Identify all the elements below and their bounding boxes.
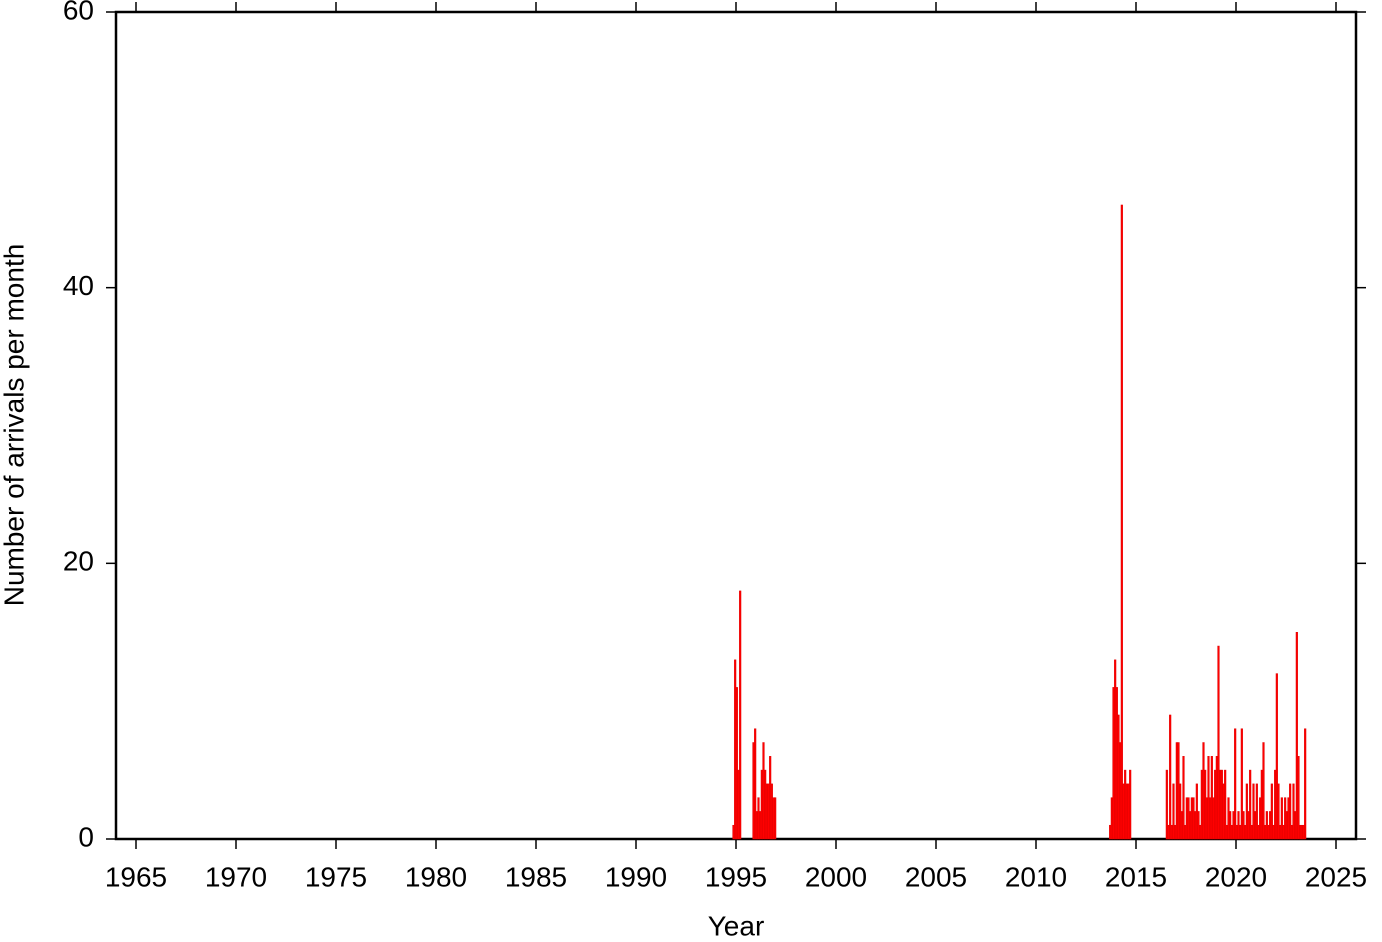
bar xyxy=(762,742,765,840)
x-tick-label: 1965 xyxy=(105,861,167,892)
y-tick-label: 20 xyxy=(63,546,94,577)
bar xyxy=(1249,769,1252,840)
bar xyxy=(1172,783,1175,840)
bar xyxy=(774,797,777,840)
bar xyxy=(1182,756,1185,840)
y-tick-label: 0 xyxy=(78,821,94,852)
y-tick-label: 40 xyxy=(63,270,94,301)
bar xyxy=(737,769,740,840)
bar xyxy=(1177,742,1180,840)
bar xyxy=(1165,769,1168,840)
bar xyxy=(1277,783,1280,840)
x-tick-label: 2025 xyxy=(1305,861,1367,892)
x-tick-label: 2015 xyxy=(1105,861,1167,892)
x-tick-label: 2000 xyxy=(805,861,867,892)
x-tick-label: 1995 xyxy=(705,861,767,892)
bar xyxy=(1227,797,1230,840)
bar xyxy=(1302,824,1305,840)
bar xyxy=(1267,824,1270,840)
bar xyxy=(1262,742,1265,840)
bar xyxy=(1212,797,1215,840)
bar xyxy=(754,728,757,840)
bar xyxy=(1242,811,1245,840)
x-tick-label: 1975 xyxy=(305,861,367,892)
bar xyxy=(1240,728,1243,840)
x-tick-label: 1990 xyxy=(605,861,667,892)
x-tick-label: 2010 xyxy=(1005,861,1067,892)
bar xyxy=(1127,783,1130,840)
bar xyxy=(1255,783,1258,840)
bar xyxy=(1232,811,1235,840)
bar xyxy=(1207,756,1210,840)
bar xyxy=(1222,783,1225,840)
bar xyxy=(1247,811,1250,840)
x-tick-label: 1985 xyxy=(505,861,567,892)
bar xyxy=(732,824,735,840)
bar xyxy=(1252,783,1255,840)
bar xyxy=(739,590,742,840)
y-axis-label: Number of arrivals per month xyxy=(0,244,29,607)
bar xyxy=(1187,797,1190,840)
bar xyxy=(1224,769,1227,840)
x-tick-label: 1980 xyxy=(405,861,467,892)
x-tick-label: 1970 xyxy=(205,861,267,892)
bar xyxy=(1120,204,1123,840)
x-tick-label: 2020 xyxy=(1205,861,1267,892)
bar xyxy=(1282,824,1285,840)
bar xyxy=(1192,797,1195,840)
bar xyxy=(1289,783,1292,840)
bar xyxy=(1292,783,1295,840)
bar xyxy=(1167,824,1170,840)
bar xyxy=(735,687,738,840)
bar xyxy=(1275,673,1278,840)
bar xyxy=(772,797,775,840)
bar xyxy=(1237,811,1240,840)
bar xyxy=(1122,783,1125,840)
bar xyxy=(1217,645,1220,840)
bar xyxy=(1202,742,1205,840)
bar xyxy=(1234,728,1237,840)
bar xyxy=(757,797,760,840)
bar xyxy=(1270,783,1273,840)
bar xyxy=(1295,632,1298,840)
bar xyxy=(1257,824,1260,840)
x-axis-label: Year xyxy=(708,910,765,941)
bar xyxy=(1129,769,1132,840)
bar xyxy=(1297,756,1300,840)
x-tick-label: 2005 xyxy=(905,861,967,892)
bar xyxy=(1272,824,1275,840)
y-tick-label: 60 xyxy=(63,0,94,25)
bar xyxy=(1287,797,1290,840)
bar xyxy=(1280,797,1283,840)
bar xyxy=(1169,714,1172,840)
bar xyxy=(1112,687,1115,840)
bar xyxy=(1117,714,1120,840)
bar xyxy=(767,783,770,840)
bar xyxy=(752,742,755,840)
bar xyxy=(1304,728,1307,840)
bar xyxy=(1197,811,1200,840)
